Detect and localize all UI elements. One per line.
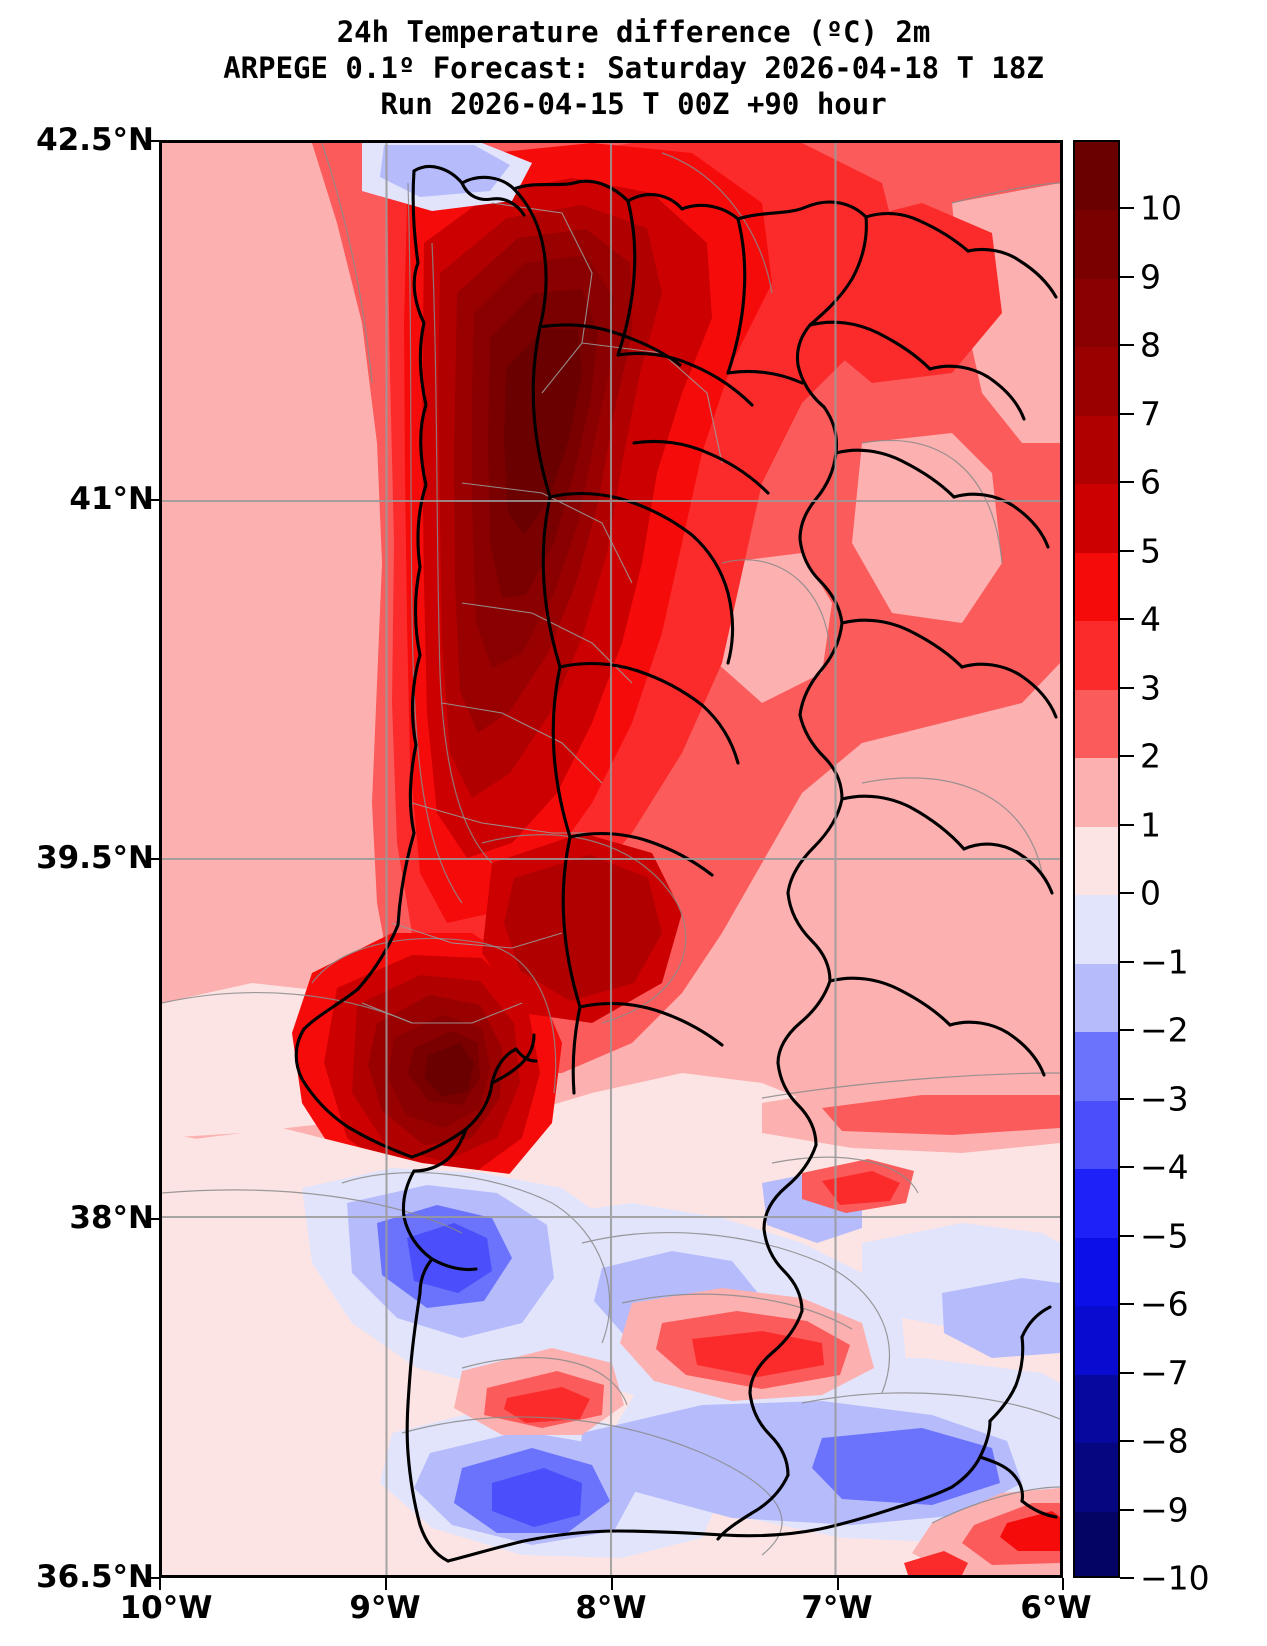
xtick-label-6w: 6°W bbox=[1020, 1590, 1092, 1626]
colorbar-label-4: 6 bbox=[1140, 462, 1161, 502]
colorbar-label-15: −5 bbox=[1140, 1216, 1189, 1256]
colorbar-label-10: 0 bbox=[1140, 873, 1161, 913]
colorbar-label-0: 10 bbox=[1140, 188, 1182, 228]
colorbar-label-16: −6 bbox=[1140, 1284, 1189, 1324]
colorbar-band-6-to-7 bbox=[1075, 415, 1118, 485]
colorbar-label-7: 3 bbox=[1140, 668, 1161, 708]
colorbar-tickmark-18 bbox=[1120, 1440, 1134, 1443]
colorbar-band--9-to--8 bbox=[1075, 1443, 1118, 1513]
colorbar-label-18: −8 bbox=[1140, 1421, 1189, 1461]
colorbar-tickmark-10 bbox=[1120, 892, 1134, 895]
colorbar-band-9-to-10 bbox=[1075, 210, 1118, 280]
colorbar-band-5-to-6 bbox=[1075, 484, 1118, 554]
colorbar-label-19: −9 bbox=[1140, 1490, 1189, 1530]
colorbar-gradient-stack bbox=[1075, 142, 1118, 1576]
colorbar-label-9: 1 bbox=[1140, 805, 1161, 845]
xtick-mark-9w bbox=[385, 1578, 387, 1590]
colorbar-tickmark-17 bbox=[1120, 1371, 1134, 1374]
ytick-label-36-5n: 36.5°N bbox=[36, 1559, 154, 1595]
colorbar-tickmark-8 bbox=[1120, 755, 1134, 758]
colorbar-tickmark-19 bbox=[1120, 1508, 1134, 1511]
ytick-label-38n: 38°N bbox=[69, 1200, 154, 1236]
ytick-label-39-5n: 39.5°N bbox=[36, 840, 154, 876]
colorbar-tickmark-5 bbox=[1120, 549, 1134, 552]
colorbar-band--5-to--4 bbox=[1075, 1169, 1118, 1239]
colorbar-label-5: 5 bbox=[1140, 531, 1161, 571]
colorbar-band-8-to-9 bbox=[1075, 278, 1118, 348]
colorbar-label-3: 7 bbox=[1140, 394, 1161, 434]
title-line-1: 24h Temperature difference (ºC) 2m bbox=[336, 15, 931, 49]
colorbar-label-6: 4 bbox=[1140, 599, 1161, 639]
colorbar-tickmark-20 bbox=[1120, 1577, 1134, 1579]
ytick-mark-38n bbox=[148, 1218, 160, 1220]
ytick-mark-42-5n bbox=[148, 140, 160, 142]
ytick-label-41n: 41°N bbox=[69, 481, 154, 517]
xtick-mark-8w bbox=[611, 1578, 613, 1590]
xtick-mark-10w bbox=[159, 1578, 161, 1590]
colorbar-band-0-to-1 bbox=[1075, 826, 1118, 896]
title-line-2: ARPEGE 0.1º Forecast: Saturday 2026-04-1… bbox=[223, 51, 1044, 85]
xtick-label-7w: 7°W bbox=[801, 1590, 873, 1626]
colorbar-band--4-to--3 bbox=[1075, 1100, 1118, 1170]
colorbar-tickmark-4 bbox=[1120, 481, 1134, 484]
colorbar-tickmark-2 bbox=[1120, 344, 1134, 347]
colorbar-band--10-to--9 bbox=[1075, 1511, 1118, 1576]
temperature-anomaly-map bbox=[162, 143, 1060, 1575]
colorbar-tickmark-16 bbox=[1120, 1303, 1134, 1306]
colorbar-tickmark-14 bbox=[1120, 1166, 1134, 1169]
colorbar-tickmark-9 bbox=[1120, 823, 1134, 826]
xtick-label-10w: 10°W bbox=[119, 1590, 213, 1626]
colorbar-band--2-to--1 bbox=[1075, 963, 1118, 1033]
colorbar-band-4-to-5 bbox=[1075, 552, 1118, 622]
colorbar-label-2: 8 bbox=[1140, 325, 1161, 365]
colorbar-band--7-to--6 bbox=[1075, 1306, 1118, 1376]
colorbar-label-17: −7 bbox=[1140, 1353, 1189, 1393]
colorbar-label-12: −2 bbox=[1140, 1010, 1189, 1050]
colorbar-label-20: −10 bbox=[1140, 1558, 1210, 1598]
colorbar-label-1: 9 bbox=[1140, 257, 1161, 297]
colorbar-tickmark-15 bbox=[1120, 1234, 1134, 1237]
colorbar-band-10-to-11 bbox=[1075, 142, 1118, 212]
colorbar-band--3-to--2 bbox=[1075, 1032, 1118, 1102]
ytick-mark-39-5n bbox=[148, 858, 160, 860]
colorbar-band-7-to-8 bbox=[1075, 347, 1118, 417]
ytick-mark-41n bbox=[148, 499, 160, 501]
colorbar-label-14: −4 bbox=[1140, 1147, 1189, 1187]
colorbar-band-2-to-3 bbox=[1075, 689, 1118, 759]
colorbar[interactable] bbox=[1073, 140, 1120, 1578]
xtick-mark-6w bbox=[1062, 1578, 1064, 1590]
ytick-mark-36-5n bbox=[148, 1577, 160, 1579]
colorbar-tickmark-6 bbox=[1120, 618, 1134, 621]
colorbar-tickmark-0 bbox=[1120, 207, 1134, 210]
colorbar-band-3-to-4 bbox=[1075, 621, 1118, 691]
colorbar-band--1-to-0 bbox=[1075, 895, 1118, 965]
map-plot-area[interactable] bbox=[159, 140, 1063, 1578]
colorbar-band-1-to-2 bbox=[1075, 758, 1118, 828]
colorbar-tickmark-3 bbox=[1120, 412, 1134, 415]
colorbar-label-11: −1 bbox=[1140, 942, 1189, 982]
xtick-mark-7w bbox=[837, 1578, 839, 1590]
ytick-label-42-5n: 42.5°N bbox=[36, 122, 154, 158]
colorbar-tickmark-11 bbox=[1120, 960, 1134, 963]
xtick-label-9w: 9°W bbox=[349, 1590, 421, 1626]
title-line-3: Run 2026-04-15 T 00Z +90 hour bbox=[380, 87, 887, 121]
chart-title-block: 24h Temperature difference (ºC) 2m ARPEG… bbox=[0, 14, 1267, 122]
colorbar-tickmark-7 bbox=[1120, 686, 1134, 689]
colorbar-label-8: 2 bbox=[1140, 736, 1161, 776]
xtick-label-8w: 8°W bbox=[575, 1590, 647, 1626]
colorbar-band--6-to--5 bbox=[1075, 1237, 1118, 1307]
colorbar-tickmark-13 bbox=[1120, 1097, 1134, 1100]
colorbar-label-13: −3 bbox=[1140, 1079, 1189, 1119]
colorbar-tickmark-1 bbox=[1120, 275, 1134, 278]
colorbar-band--8-to--7 bbox=[1075, 1374, 1118, 1444]
colorbar-tickmark-12 bbox=[1120, 1029, 1134, 1032]
